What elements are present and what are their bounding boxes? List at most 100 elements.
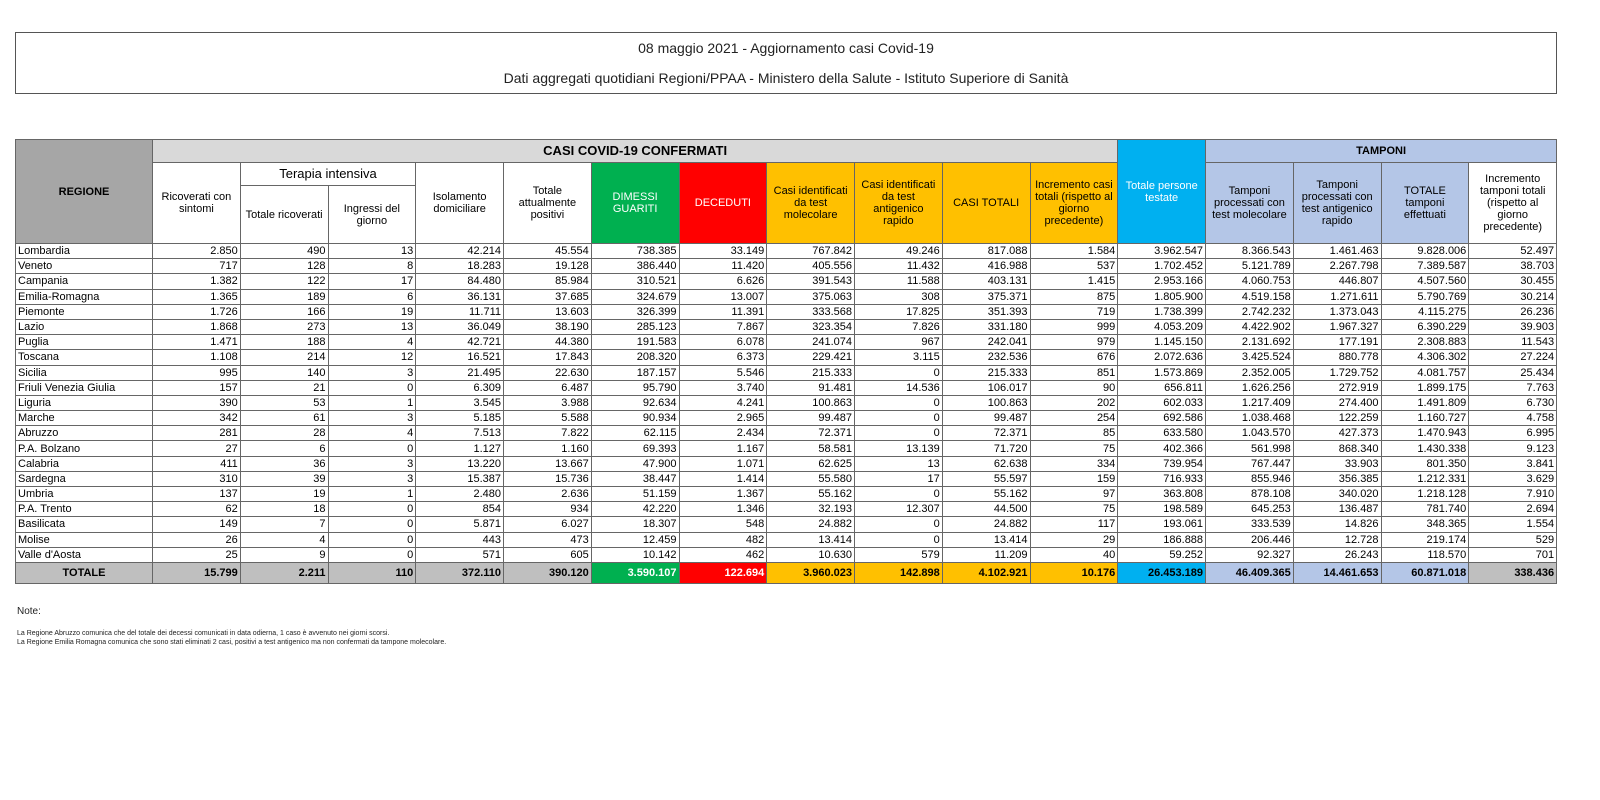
table-row: Basilicata 149 7 0 5.871 6.027 18.307 548 24.882… bbox=[15, 516, 1558, 533]
column-header: Tamponi processati con test molecolare bbox=[1205, 162, 1294, 244]
value-cell: 1.626.256 bbox=[1205, 379, 1294, 396]
value-cell: 2.434 bbox=[678, 425, 768, 442]
value-cell: 55.580 bbox=[766, 470, 855, 488]
value-cell: 0 bbox=[327, 379, 417, 396]
value-cell: 13.139 bbox=[854, 440, 943, 457]
value-cell: 375.371 bbox=[941, 288, 1031, 305]
value-cell: 5.121.789 bbox=[1205, 258, 1294, 275]
value-cell: 363.808 bbox=[1117, 485, 1207, 503]
value-cell: 323.354 bbox=[766, 318, 855, 336]
value-cell: 44.500 bbox=[941, 501, 1031, 518]
value-cell: 1.365 bbox=[152, 288, 241, 305]
value-cell: 427.373 bbox=[1292, 425, 1382, 442]
value-cell: 8.366.543 bbox=[1205, 242, 1294, 260]
value-cell: 136.487 bbox=[1292, 501, 1382, 518]
value-cell: 561.998 bbox=[1205, 440, 1294, 457]
value-cell: 62.625 bbox=[766, 455, 855, 472]
value-cell: 411 bbox=[152, 455, 241, 472]
table-row: Sicilia 995 140 3 21.495 22.630 187.157 5.546 21… bbox=[15, 364, 1558, 381]
value-cell: 5.871 bbox=[415, 516, 504, 533]
value-cell: 310.521 bbox=[590, 273, 680, 290]
value-cell: 16.521 bbox=[415, 349, 504, 366]
table-row: Liguria 390 53 1 3.545 3.988 92.634 4.241 100.86… bbox=[15, 394, 1558, 412]
value-cell: 12.307 bbox=[854, 501, 943, 518]
value-cell: 30.214 bbox=[1468, 288, 1558, 305]
value-cell: 24.882 bbox=[766, 516, 855, 533]
value-cell: 11.543 bbox=[1468, 334, 1558, 351]
value-cell: 12.459 bbox=[590, 531, 680, 548]
value-cell: 38.447 bbox=[590, 470, 680, 488]
value-cell: 1.461.463 bbox=[1292, 242, 1382, 260]
value-cell: 3.962.547 bbox=[1117, 242, 1207, 260]
value-cell: 18 bbox=[239, 501, 329, 518]
value-cell: 1.584 bbox=[1029, 242, 1119, 260]
value-cell: 4 bbox=[327, 425, 417, 442]
value-cell: 2.694 bbox=[1468, 501, 1558, 518]
value-cell: 26.236 bbox=[1468, 303, 1558, 320]
value-cell: 2.953.166 bbox=[1117, 273, 1207, 290]
value-cell: 331.180 bbox=[941, 318, 1031, 336]
value-cell: 10.142 bbox=[590, 546, 680, 563]
column-header: Casi identificati da test antigenico rap… bbox=[854, 162, 943, 244]
value-cell: 0 bbox=[854, 394, 943, 412]
value-cell: 4.053.209 bbox=[1117, 318, 1207, 336]
value-cell: 2.636 bbox=[503, 485, 592, 503]
value-cell: 36.131 bbox=[415, 288, 504, 305]
value-cell: 579 bbox=[854, 546, 943, 563]
value-cell: 4.115.275 bbox=[1380, 303, 1470, 320]
value-cell: 1 bbox=[327, 394, 417, 412]
value-cell: 17.825 bbox=[854, 303, 943, 320]
value-cell: 1.382 bbox=[152, 273, 241, 290]
value-cell: 548 bbox=[678, 516, 768, 533]
region-cell: Sardegna bbox=[15, 470, 153, 488]
value-cell: 72.371 bbox=[941, 425, 1031, 442]
value-cell: 6.730 bbox=[1468, 394, 1558, 412]
region-cell: Campania bbox=[15, 273, 153, 290]
column-header: Ricoverati con sintomi bbox=[152, 162, 241, 244]
value-cell: 1.160.727 bbox=[1380, 410, 1470, 427]
region-cell: Lazio bbox=[15, 318, 153, 336]
value-cell: 0 bbox=[327, 501, 417, 518]
value-cell: 6 bbox=[239, 440, 329, 457]
value-cell: 1.127 bbox=[415, 440, 504, 457]
value-cell: 391.543 bbox=[766, 273, 855, 290]
value-cell: 375.063 bbox=[766, 288, 855, 305]
value-cell: 3.425.524 bbox=[1205, 349, 1294, 366]
value-cell: 202 bbox=[1029, 394, 1119, 412]
value-cell: 1.212.331 bbox=[1380, 470, 1470, 488]
group-header: Terapia intensiva bbox=[239, 162, 417, 186]
value-cell: 27.224 bbox=[1468, 349, 1558, 366]
value-cell: 17 bbox=[327, 273, 417, 290]
value-cell: 219.174 bbox=[1380, 531, 1470, 548]
value-cell: 1.738.399 bbox=[1117, 303, 1207, 320]
group-header: CASI COVID-19 CONFERMATI bbox=[151, 139, 1119, 163]
value-cell: 25 bbox=[152, 546, 241, 563]
value-cell: 6.995 bbox=[1468, 425, 1558, 442]
value-cell: 1.414 bbox=[678, 470, 768, 488]
value-cell: 2.267.798 bbox=[1292, 258, 1382, 275]
value-cell: 90 bbox=[1029, 379, 1119, 396]
value-cell: 46.409.365 bbox=[1205, 561, 1294, 584]
value-cell: 60.871.018 bbox=[1380, 561, 1470, 584]
value-cell: 92.327 bbox=[1205, 546, 1294, 563]
table-row: P.A. Bolzano 27 6 0 1.127 1.160 69.393 1.167 58.… bbox=[15, 440, 1558, 457]
value-cell: 140 bbox=[239, 364, 329, 381]
value-cell: 334 bbox=[1029, 455, 1119, 472]
value-cell: 443 bbox=[415, 531, 504, 548]
value-cell: 767.842 bbox=[766, 242, 855, 260]
value-cell: 326.399 bbox=[590, 303, 680, 320]
value-cell: 719 bbox=[1029, 303, 1119, 320]
table-row: P.A. Trento 62 18 0 854 934 42.220 1.346 32.193 1… bbox=[15, 501, 1558, 518]
value-cell: 99.487 bbox=[941, 410, 1031, 427]
region-cell: TOTALE bbox=[15, 561, 153, 584]
region-cell: Piemonte bbox=[15, 303, 153, 320]
region-cell: Basilicata bbox=[15, 516, 153, 533]
value-cell: 49.246 bbox=[854, 242, 943, 260]
value-cell: 177.191 bbox=[1292, 334, 1382, 351]
value-cell: 3.740 bbox=[678, 379, 768, 396]
value-cell: 6.487 bbox=[503, 379, 592, 396]
value-cell: 0 bbox=[327, 531, 417, 548]
value-cell: 21.495 bbox=[415, 364, 504, 381]
value-cell: 934 bbox=[503, 501, 592, 518]
value-cell: 75 bbox=[1029, 440, 1119, 457]
